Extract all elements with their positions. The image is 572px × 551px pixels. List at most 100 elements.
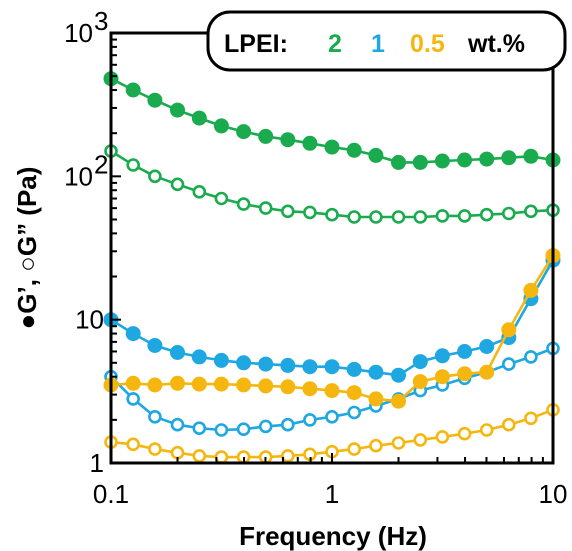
data-point: [413, 210, 428, 224]
data-point: [368, 147, 384, 163]
legend-entry-0-5: 0.5: [410, 30, 445, 58]
data-point: [479, 364, 495, 380]
series-0-5-loss: [104, 402, 560, 464]
legend-title: LPEI:: [224, 30, 288, 58]
data-point: [325, 409, 339, 424]
data-point: [435, 209, 450, 223]
data-point: [457, 366, 473, 382]
data-point: [280, 379, 296, 395]
data-point: [126, 158, 140, 172]
data-point: [347, 210, 362, 224]
y-tick-label: 10: [64, 18, 93, 48]
data-point: [347, 442, 362, 456]
data-point: [324, 359, 340, 375]
data-point: [170, 445, 185, 460]
data-point: [258, 128, 274, 144]
data-point: [280, 132, 296, 148]
data-point: [412, 354, 428, 370]
data-point: [457, 344, 473, 359]
data-point: [391, 154, 406, 170]
data-point: [170, 345, 185, 360]
data-point: [303, 413, 317, 427]
x-tick-label: 1: [325, 479, 339, 509]
data-point: [435, 430, 450, 444]
data-point: [236, 377, 252, 393]
data-point: [346, 142, 362, 158]
data-point: [501, 357, 516, 371]
data-point: [501, 417, 516, 432]
data-point: [170, 177, 185, 192]
data-point: [368, 391, 384, 407]
data-point: [170, 375, 185, 391]
y-tick-exponent: 3: [94, 6, 108, 36]
data-point: [346, 361, 362, 377]
data-point: [236, 422, 251, 437]
data-point: [479, 207, 494, 222]
data-point: [347, 405, 362, 420]
data-point: [369, 438, 383, 453]
data-point: [391, 367, 406, 383]
data-point: [148, 442, 162, 456]
series-group: [103, 71, 561, 464]
data-point: [479, 339, 495, 354]
data-point: [191, 110, 207, 126]
data-point: [303, 205, 317, 220]
data-point: [280, 449, 295, 463]
y-tick-exponent: 2: [94, 149, 108, 179]
data-point: [258, 201, 273, 215]
legend-entry-1: 1: [371, 30, 385, 58]
data-point: [147, 92, 163, 108]
data-point: [434, 369, 450, 385]
data-point: [236, 197, 251, 211]
data-point: [280, 357, 296, 373]
x-tick-label: 0.1: [93, 479, 129, 509]
data-point: [148, 169, 162, 184]
legend: LPEI: 2 1 0.5 wt.%: [206, 10, 567, 72]
data-point: [191, 376, 207, 392]
data-point: [147, 377, 163, 393]
data-point: [258, 356, 274, 372]
data-point: [147, 338, 163, 353]
data-point: [213, 376, 229, 392]
series-2-loss: [104, 144, 560, 224]
data-point: [258, 378, 274, 394]
series-2-storage: [103, 71, 561, 170]
data-point: [125, 82, 141, 98]
data-point: [457, 426, 472, 441]
data-point: [523, 282, 539, 298]
data-point: [213, 118, 229, 134]
data-point: [214, 191, 229, 206]
data-point: [236, 124, 252, 140]
x-tick-label: 10: [539, 479, 568, 509]
data-point: [258, 419, 273, 434]
data-point: [412, 154, 428, 170]
y-tick-label: 10: [64, 161, 93, 191]
legend-unit: wt.%: [467, 30, 525, 58]
data-point: [346, 385, 362, 401]
data-point: [192, 449, 207, 463]
data-point: [302, 381, 318, 397]
data-point: [126, 392, 140, 406]
series-0-5-storage: [103, 248, 561, 409]
data-point: [391, 210, 406, 224]
data-point: [214, 423, 229, 437]
data-point: [125, 375, 141, 391]
data-point: [457, 152, 473, 168]
y-axis-title: ●G’, ○G” (Pa): [12, 167, 42, 330]
data-point: [412, 374, 428, 390]
legend-entry-2: 2: [328, 30, 342, 58]
data-point: [170, 417, 185, 432]
data-point: [524, 350, 538, 364]
legend-box: [206, 10, 567, 72]
x-axis-title: Frequency (Hz): [239, 521, 427, 551]
data-point: [280, 204, 295, 219]
axis-ticks: [110, 38, 544, 464]
data-point: [125, 326, 141, 342]
data-point: [434, 348, 450, 364]
data-point: [148, 409, 162, 424]
data-point: [325, 207, 339, 222]
plot-frame: [109, 31, 555, 465]
data-point: [302, 135, 318, 151]
data-point: [523, 148, 539, 164]
